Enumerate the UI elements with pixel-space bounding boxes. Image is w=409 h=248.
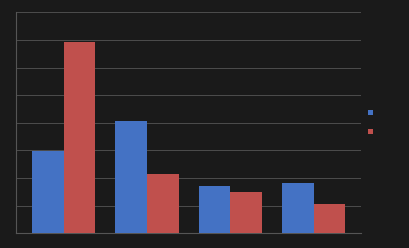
Bar	[281, 183, 313, 233]
Bar	[198, 186, 230, 233]
Bar	[146, 174, 178, 233]
Bar	[230, 192, 261, 233]
Bar	[32, 151, 63, 233]
Bar	[63, 42, 95, 233]
Bar	[115, 121, 146, 233]
Bar	[313, 204, 344, 233]
Legend: , : ,	[368, 109, 374, 137]
